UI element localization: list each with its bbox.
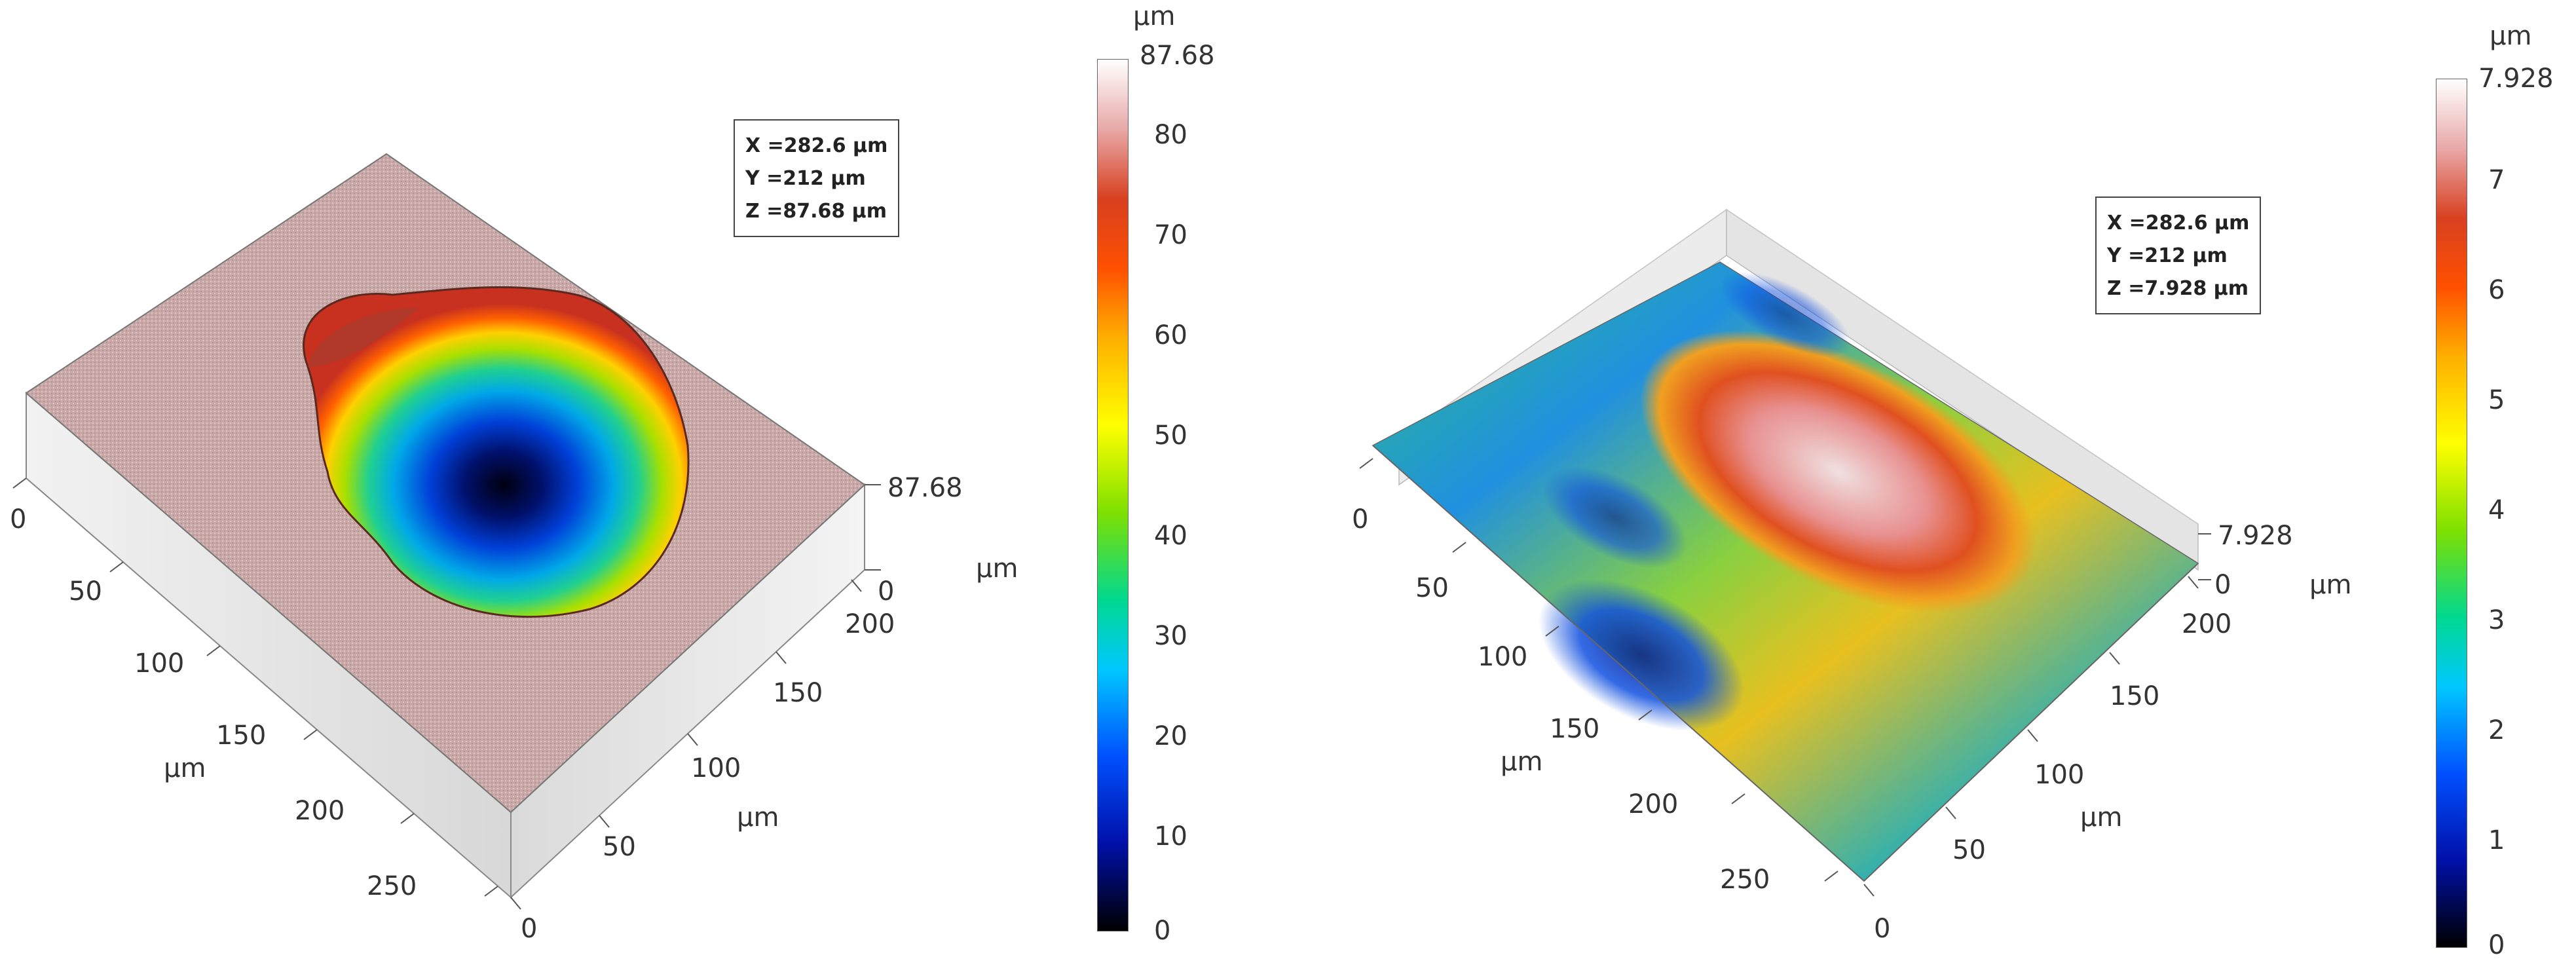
right-colorbar-tick-5: 5: [2488, 385, 2505, 415]
right-info-z: Z =7.928 µm: [2107, 277, 2249, 300]
left-x-tick-1: 50: [69, 576, 102, 607]
left-colorbar-tick-40: 40: [1154, 521, 1187, 551]
right-panel: 7.928 0 µm 0 50 100 150 200 250 µm 0 50 …: [1288, 0, 2576, 976]
left-x-tick-4: 200: [295, 796, 345, 826]
right-colorbar-tick-2: 2: [2488, 715, 2505, 745]
left-colorbar-tick-70: 70: [1154, 220, 1187, 250]
left-colorbar-tick-0: 0: [1154, 916, 1171, 946]
left-y-tick-0: 0: [521, 914, 538, 944]
left-colorbar-tick-50: 50: [1154, 421, 1187, 451]
right-x-axis-unit: µm: [1501, 747, 1543, 777]
left-colorbar-tick-10: 10: [1154, 821, 1187, 852]
left-3d-surface-plot: [12, 153, 881, 910]
right-z-axis-unit: µm: [2309, 570, 2352, 600]
left-y-tick-2: 100: [691, 753, 741, 783]
left-colorbar-tick-30: 30: [1154, 621, 1187, 651]
right-colorbar-max: 7.928: [2478, 64, 2554, 94]
left-y-tick-1: 50: [603, 832, 636, 862]
left-y-tick-3: 150: [773, 678, 823, 708]
right-x-tick-4: 200: [1628, 789, 1679, 819]
right-3d-surface-plot: [1359, 208, 2211, 897]
right-colorbar-unit: µm: [2490, 21, 2532, 51]
right-z-axis-min-label: 0: [2214, 570, 2231, 600]
right-y-tick-4: 200: [2182, 609, 2232, 639]
right-y-tick-2: 100: [2034, 760, 2085, 790]
right-x-tick-3: 150: [1550, 714, 1600, 744]
right-y-tick-0: 0: [1874, 914, 1891, 944]
right-colorbar-tick-1: 1: [2488, 825, 2505, 855]
left-colorbar-unit: µm: [1133, 1, 1176, 31]
left-info-y: Y =212 µm: [745, 167, 866, 190]
left-colorbar: [1097, 59, 1129, 931]
left-colorbar-tick-60: 60: [1154, 320, 1187, 350]
right-surface-valley-3: [1720, 271, 1851, 358]
right-colorbar: [2436, 79, 2467, 948]
left-x-tick-0: 0: [10, 504, 27, 535]
left-panel: 87.68 0 µm 0 50 100 150 200 250 µm 0 50 …: [10, 1, 1215, 946]
right-x-tick-5: 250: [1720, 865, 1770, 895]
right-x-tick-0: 0: [1352, 504, 1369, 535]
left-y-axis-unit: µm: [737, 802, 779, 833]
left-colorbar-tick-20: 20: [1154, 721, 1187, 751]
left-y-tick-4: 200: [845, 609, 895, 639]
left-x-tick-2: 100: [134, 648, 185, 679]
right-colorbar-tick-0: 0: [2488, 930, 2505, 960]
right-surface-valley-1: [1539, 579, 1744, 731]
left-info-x: X =282.6 µm: [745, 134, 888, 157]
right-surface-valley-2: [1543, 466, 1687, 569]
right-info-x: X =282.6 µm: [2107, 212, 2250, 235]
right-colorbar-tick-6: 6: [2488, 275, 2505, 305]
right-cursor-info-box: X =282.6 µm Y =212 µm Z =7.928 µm: [2095, 197, 2262, 314]
left-x-axis-unit: µm: [164, 753, 206, 783]
left-colorbar-max: 87.68: [1140, 41, 1215, 71]
left-x-tick-3: 150: [216, 721, 267, 751]
left-z-axis-min-label: 0: [878, 576, 895, 607]
left-cursor-info-box: X =282.6 µm Y =212 µm Z =87.68 µm: [734, 119, 900, 237]
right-y-tick-3: 150: [2110, 681, 2160, 711]
right-colorbar-tick-7: 7: [2488, 165, 2505, 195]
left-info-z: Z =87.68 µm: [745, 200, 887, 223]
right-z-axis-max-label: 7.928: [2218, 521, 2293, 551]
right-colorbar-tick-4: 4: [2488, 495, 2505, 525]
left-z-axis-unit: µm: [976, 554, 1018, 584]
left-colorbar-tick-80: 80: [1154, 120, 1187, 150]
right-info-y: Y =212 µm: [2107, 244, 2228, 267]
right-surface-peak: [1639, 330, 2036, 613]
left-z-axis-max-label: 87.68: [887, 473, 963, 503]
left-x-tick-5: 250: [367, 871, 417, 901]
right-y-axis-unit: µm: [2080, 802, 2123, 833]
left-crater: [303, 286, 690, 618]
right-x-tick-1: 50: [1415, 573, 1449, 603]
right-x-tick-2: 100: [1478, 642, 1528, 672]
right-y-tick-1: 50: [1952, 835, 1986, 865]
right-colorbar-tick-3: 3: [2488, 605, 2505, 635]
